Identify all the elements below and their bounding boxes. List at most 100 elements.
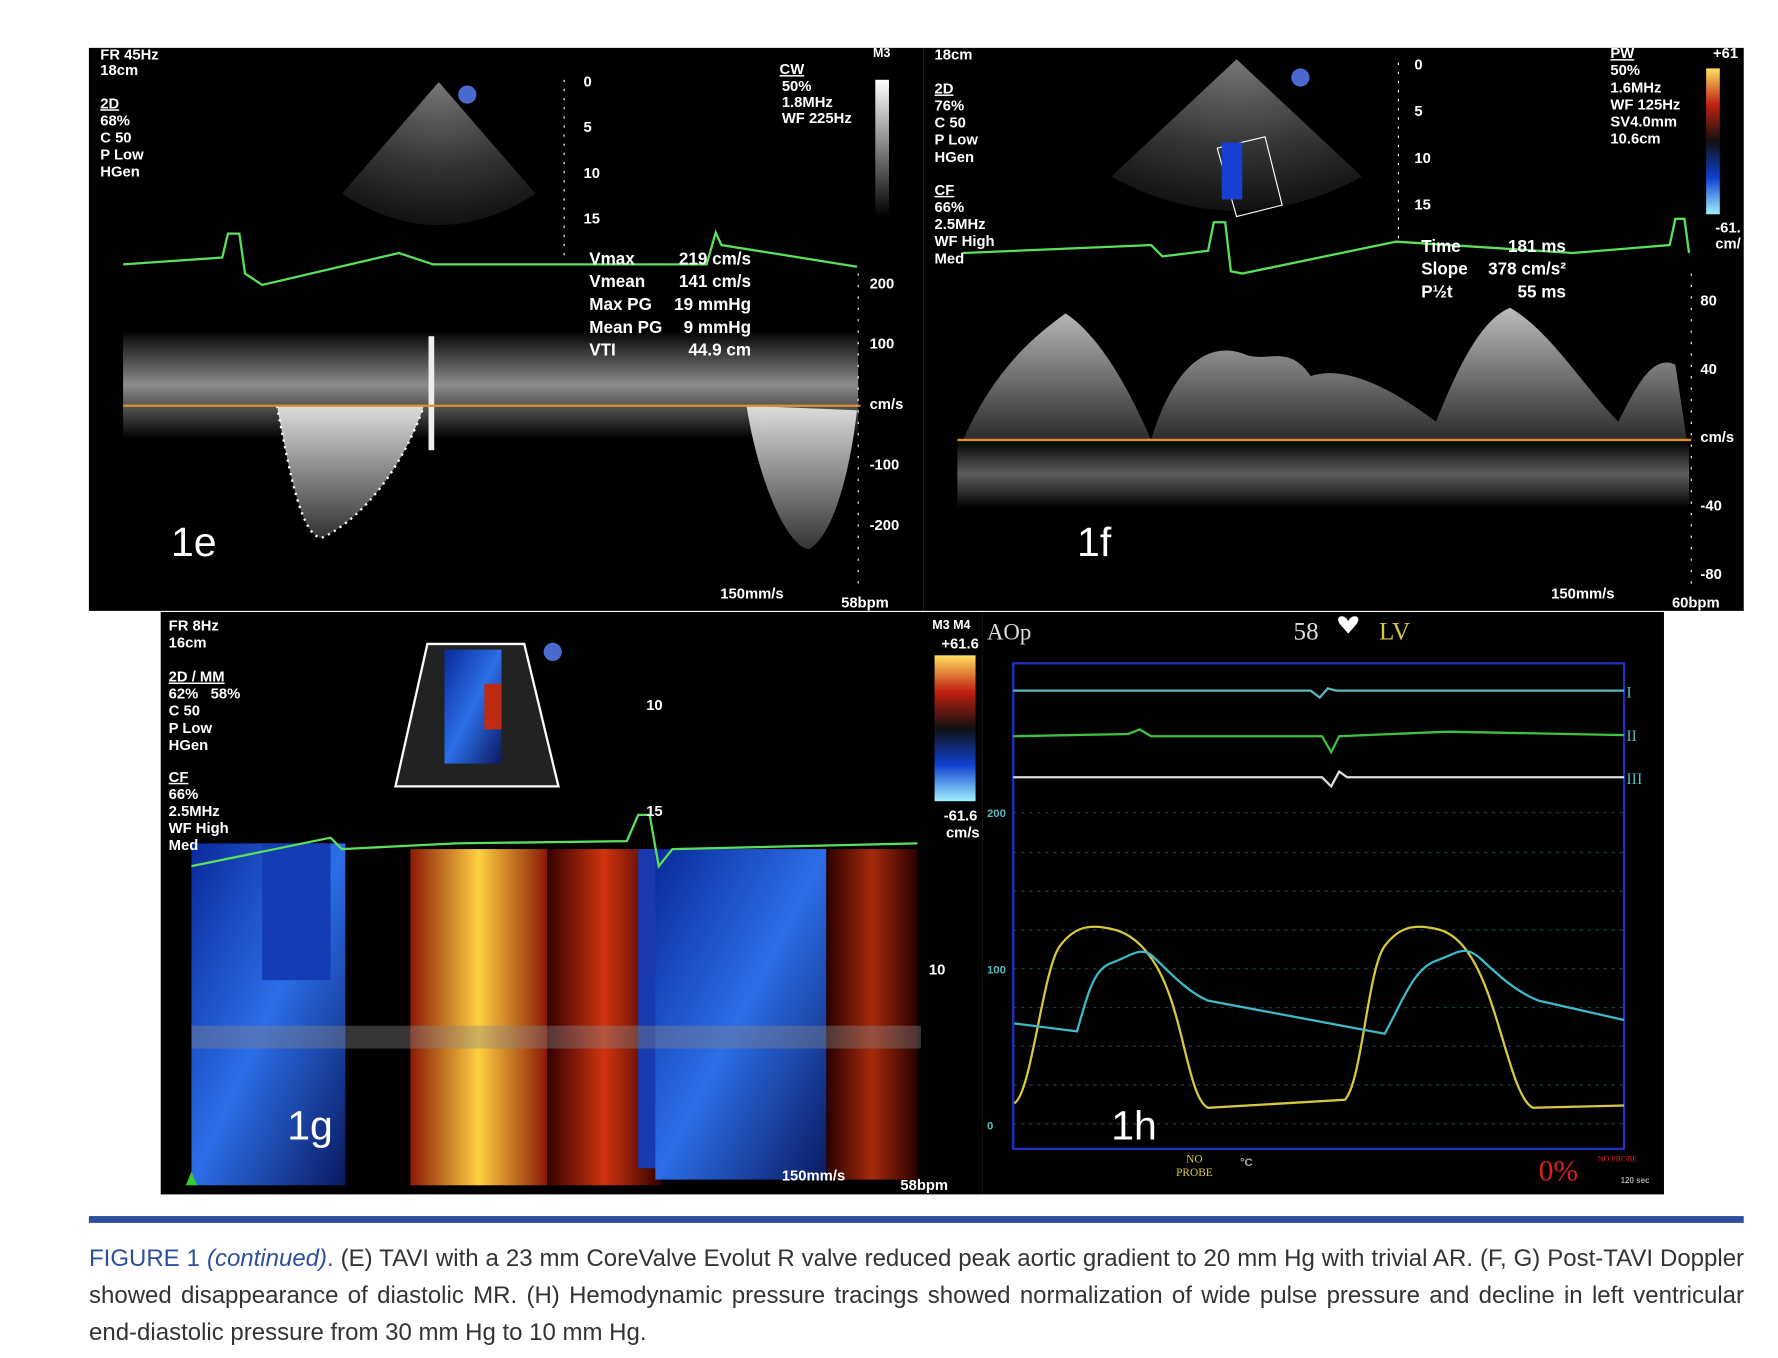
color-mmode — [262, 843, 331, 981]
overlay-text: II — [1626, 728, 1637, 745]
overlay-text: 80 — [1700, 293, 1716, 309]
ecg-trace — [123, 229, 858, 287]
caption-text: (E) TAVI with a 23 mm CoreValve Evolut R… — [89, 1245, 1745, 1346]
overlay-text: 10 — [1414, 151, 1430, 167]
overlay-text: PROBE — [1176, 1167, 1213, 1179]
overlay-text: -61. — [1715, 220, 1741, 236]
overlay-text: 1e — [171, 519, 217, 565]
color-mmode — [826, 849, 918, 1180]
overlay-text: FR 45Hz — [100, 47, 158, 63]
panel-h — [982, 612, 1664, 1195]
overlay-text: Med — [169, 838, 199, 854]
overlay-text: I — [1626, 684, 1631, 701]
overlay-text: CW — [780, 62, 805, 78]
overlay-text: 55 ms — [1518, 282, 1566, 301]
overlay-text: 100 — [987, 964, 1006, 976]
overlay-text: VTI — [589, 341, 616, 360]
overlay-text: 200 — [987, 808, 1006, 820]
overlay-text: 10.6cm — [1610, 132, 1660, 148]
overlay-text: WF 125Hz — [1610, 97, 1680, 113]
monitor-grid — [1013, 812, 1625, 1125]
overlay-text: NO PROBE — [1598, 1154, 1637, 1163]
overlay-text: M3 — [873, 46, 890, 60]
overlay-text: P Low — [169, 721, 213, 737]
overlay-text: P Low — [935, 133, 979, 149]
overlay-text: 58 — [1294, 618, 1319, 645]
tissue-band — [191, 1025, 921, 1049]
overlay-text: Vmean — [589, 272, 645, 291]
overlay-text: 0% — [1539, 1156, 1578, 1188]
overlay-text: 66% — [169, 787, 199, 803]
overlay-text: 15 — [1414, 198, 1430, 214]
overlay-text: 2.5MHz — [169, 804, 220, 820]
doppler-noise — [123, 330, 859, 439]
doppler-signal — [963, 307, 1687, 440]
overlay-text: cm/s — [1700, 430, 1734, 446]
overlay-text: 150mm/s — [720, 586, 783, 602]
color-bar — [1706, 68, 1720, 215]
overlay-text: FR 8Hz — [169, 618, 219, 634]
probe-icon — [543, 642, 562, 662]
overlay-text: 50% — [782, 79, 812, 95]
overlay-text: 1.6MHz — [1610, 80, 1661, 96]
overlay-text: 16cm — [169, 635, 207, 651]
overlay-text: 58bpm — [841, 595, 889, 611]
overlay-text: cm/s — [870, 397, 904, 413]
overlay-text: cm/ — [1715, 236, 1741, 252]
caption-rule — [88, 1216, 1744, 1223]
overlay-text: WF 225Hz — [782, 111, 852, 127]
overlay-text: -200 — [870, 518, 900, 534]
overlay-text: C 50 — [169, 704, 200, 720]
overlay-text: Slope — [1421, 260, 1468, 279]
overlay-text: NO — [1186, 1153, 1202, 1165]
overlay-text: 1h — [1111, 1103, 1157, 1149]
color-bar — [934, 655, 976, 802]
overlay-text: CF — [935, 183, 955, 199]
overlay-text: 66% — [935, 200, 965, 216]
overlay-text: 181 ms — [1508, 237, 1566, 256]
overlay-text: -61.6 — [944, 809, 978, 825]
color-mmode — [410, 849, 548, 1186]
overlay-text: C 50 — [935, 116, 966, 132]
probe-icon — [458, 85, 477, 104]
overlay-text: 141 cm/s — [679, 272, 751, 291]
overlay-text: P½t — [1421, 282, 1453, 301]
overlay-text: Mean PG — [589, 318, 662, 337]
overlay-text: LV — [1379, 618, 1410, 645]
overlay-text: 68% — [100, 113, 130, 129]
overlay-text: HGen — [100, 165, 139, 181]
doppler-noise — [957, 439, 1690, 509]
ecg-trace — [191, 813, 918, 869]
overlay-text: 10 — [929, 962, 945, 978]
overlay-text: P Low — [100, 148, 144, 164]
overlay-text: 1.8MHz — [782, 95, 833, 111]
overlay-text: 10 — [646, 698, 662, 714]
overlay-text: 9 mmHg — [684, 318, 751, 337]
figure-continued: (continued) — [206, 1245, 328, 1272]
overlay-text: Med — [935, 251, 965, 267]
overlay-text: °C — [1240, 1157, 1253, 1169]
overlay-text: SV4.0mm — [1610, 115, 1677, 131]
overlay-text: 15 — [646, 804, 662, 820]
overlay-text: 40 — [1700, 362, 1716, 378]
overlay-text: WF High — [935, 234, 995, 250]
overlay-text: C 50 — [100, 130, 131, 146]
overlay-text: III — [1626, 771, 1642, 788]
overlay-text: 200 — [870, 276, 895, 292]
overlay-text: Max PG — [589, 295, 652, 314]
lead-trace — [1013, 687, 1625, 700]
overlay-text: 60bpm — [1672, 595, 1720, 611]
overlay-text: 76% — [935, 99, 965, 115]
overlay-text: AOp — [987, 619, 1031, 644]
ecg-trace — [962, 217, 1691, 275]
overlay-text: 150mm/s — [1551, 586, 1614, 602]
grayscale-bar — [875, 79, 889, 217]
color-flow — [484, 683, 502, 730]
marker — [185, 1171, 198, 1186]
doppler-envelope — [746, 405, 858, 550]
overlay-text: -80 — [1700, 567, 1721, 583]
overlay-text: 0 — [1414, 58, 1422, 74]
